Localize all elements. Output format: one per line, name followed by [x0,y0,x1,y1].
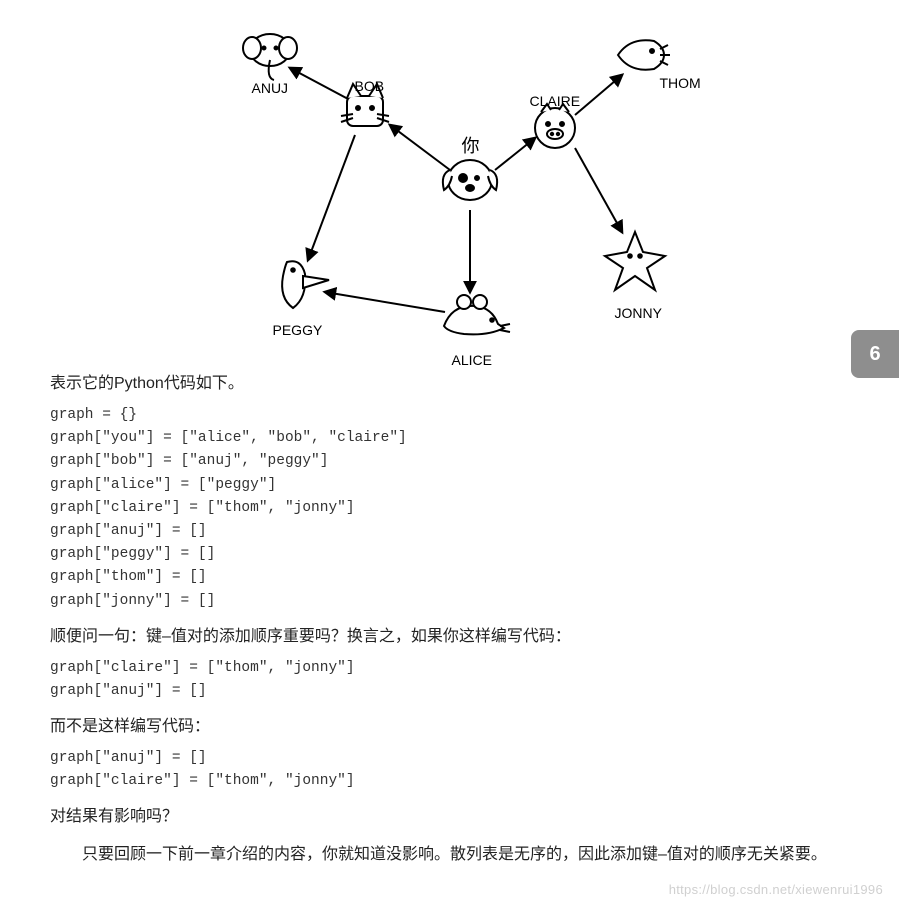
edge-claire-thom [575,75,622,115]
node-label-alice: ALICE [452,352,492,368]
friends-graph-diagram: ANUJTHOMBOBCLAIRE你PEGGYALICEJONNY [190,0,710,360]
question-paragraph-1: 顺便问一句：键–值对的添加顺序重要吗？换言之，如果你这样编写代码： [50,623,849,651]
node-label-jonny: JONNY [615,305,662,321]
code-block-3: graph["anuj"] = [] graph["claire"] = ["t… [50,747,849,793]
page-number-tab: 6 [851,330,899,378]
node-label-bob: BOB [355,78,385,94]
code-block-2: graph["claire"] = ["thom", "jonny"] grap… [50,657,849,703]
edge-you-claire [495,138,535,170]
edge-bob-anuj [290,68,350,100]
code-block-1: graph = {} graph["you"] = ["alice", "bob… [50,404,849,613]
node-label-you: 你 [462,132,480,158]
node-label-claire: CLAIRE [530,93,581,109]
intro-paragraph: 表示它的Python代码如下。 [50,370,849,398]
node-label-thom: THOM [660,75,701,91]
edge-you-bob [390,125,450,170]
edge-claire-jonny [575,148,622,232]
node-label-peggy: PEGGY [273,322,323,338]
watermark-text: https://blog.csdn.net/xiewenrui1996 [669,882,883,897]
question-paragraph-3: 对结果有影响吗？ [50,803,849,831]
edge-alice-peggy [325,292,445,312]
node-label-anuj: ANUJ [252,80,289,96]
edge-bob-peggy [308,135,355,260]
answer-paragraph: 只要回顾一下前一章介绍的内容，你就知道没影响。散列表是无序的，因此添加键–值对的… [50,841,849,869]
question-paragraph-2: 而不是这样编写代码： [50,713,849,741]
